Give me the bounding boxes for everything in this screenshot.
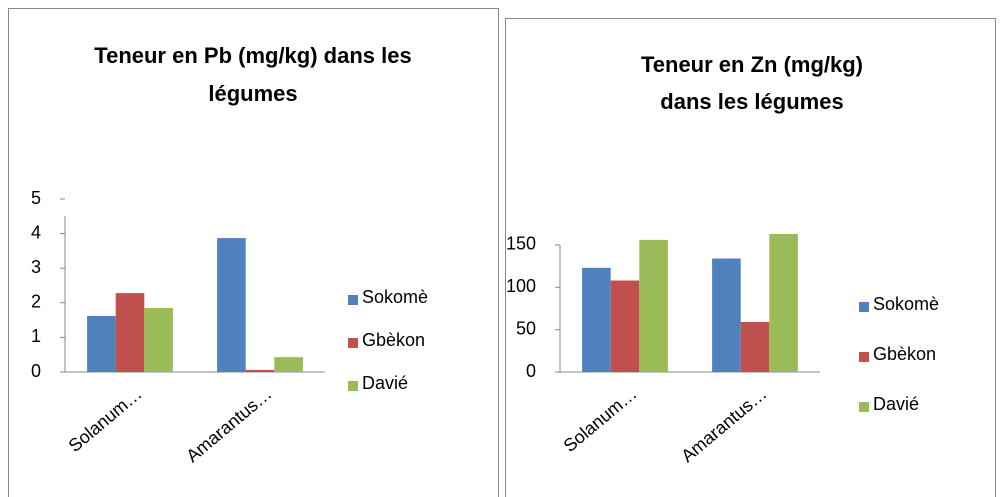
y-tick-label: 100 (506, 276, 536, 296)
legend-label: Sokomè (873, 294, 939, 314)
chart-title: dans les légumes (660, 89, 843, 114)
legend-label: Gbèkon (873, 344, 936, 364)
y-tick-label: 150 (506, 234, 536, 254)
legend-label: Davié (873, 394, 919, 414)
y-tick-label: 2 (31, 292, 41, 312)
bar (610, 280, 640, 372)
bar (582, 267, 611, 372)
legend-swatch (348, 381, 358, 391)
legend-swatch (859, 352, 869, 362)
bar (740, 322, 770, 372)
bar (115, 293, 145, 372)
bar (639, 239, 668, 372)
bar (144, 307, 173, 372)
legend-swatch (348, 338, 358, 348)
chart-title: Teneur en Zn (mg/kg) (641, 52, 863, 77)
y-tick-label: 0 (526, 361, 536, 381)
legend-swatch (348, 295, 358, 305)
chart-frame (8, 8, 499, 497)
bar (274, 357, 303, 372)
y-tick-label: 4 (31, 222, 41, 242)
legend-label: Gbèkon (362, 330, 425, 350)
legend-label: Sokomè (362, 287, 428, 307)
bar (769, 233, 798, 372)
legend-label: Davié (362, 373, 408, 393)
bar (87, 315, 116, 372)
bar (245, 369, 275, 372)
chart-title: Teneur en Pb (mg/kg) dans les (94, 43, 411, 68)
y-tick-label: 3 (31, 257, 41, 277)
y-tick-label: 5 (31, 188, 41, 208)
y-tick-label: 0 (31, 361, 41, 381)
bar (712, 258, 741, 372)
y-tick-label: 50 (516, 318, 536, 338)
chart-frame (505, 18, 996, 497)
bar (217, 238, 246, 372)
chart-title: légumes (208, 81, 297, 106)
legend-swatch (859, 402, 869, 412)
legend-swatch (859, 302, 869, 312)
y-tick-label: 1 (31, 326, 41, 346)
